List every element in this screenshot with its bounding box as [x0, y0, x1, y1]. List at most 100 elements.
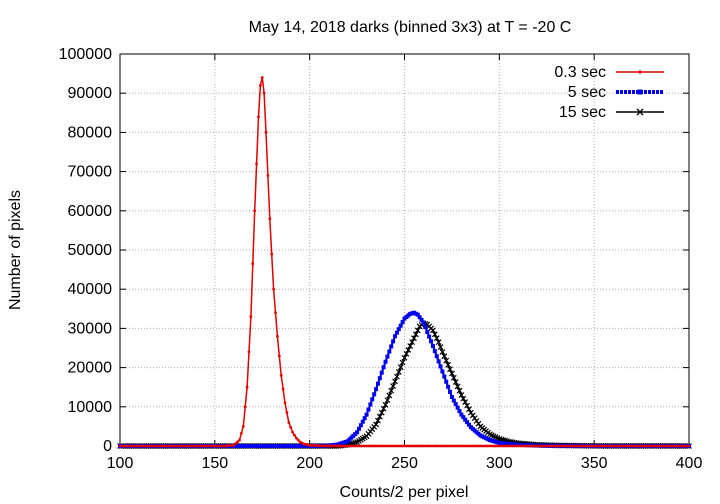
data-point [362, 416, 367, 421]
data-point [409, 339, 416, 346]
data-point [442, 374, 447, 379]
data-point [433, 335, 440, 342]
data-point [376, 413, 383, 420]
data-point [453, 402, 458, 407]
data-point [427, 334, 432, 339]
data-point [385, 354, 390, 359]
data-point [435, 339, 442, 346]
data-point [395, 368, 402, 375]
data-point [389, 344, 394, 349]
data-point [294, 436, 298, 440]
data-point [397, 364, 404, 371]
data-point [296, 438, 300, 442]
y-tick-label: 30000 [68, 320, 113, 337]
data-point [238, 438, 241, 442]
legend-marker [636, 108, 644, 116]
data-point [411, 335, 417, 342]
data-point [378, 409, 385, 416]
data-point [687, 444, 691, 448]
data-point [460, 395, 467, 402]
data-point [239, 431, 243, 435]
data-point [262, 91, 266, 95]
data-point [255, 162, 258, 166]
data-point [384, 397, 391, 404]
data-point [281, 387, 285, 391]
data-point [377, 376, 382, 381]
data-point [401, 354, 408, 361]
data-point [441, 353, 448, 360]
data-point [417, 315, 422, 320]
data-point [268, 217, 272, 221]
data-point [366, 407, 371, 412]
data-point [432, 349, 437, 354]
data-point [462, 399, 469, 406]
data-point [277, 354, 281, 358]
data-point [452, 379, 459, 386]
data-point [285, 411, 289, 415]
data-point [393, 334, 398, 339]
data-point [388, 387, 395, 394]
data-point [399, 359, 406, 366]
data-point [447, 366, 453, 373]
data-point [443, 357, 450, 364]
series-layer [117, 76, 692, 449]
data-point [372, 392, 377, 397]
x-tick-label: 100 [107, 455, 134, 472]
grid-lines [120, 54, 689, 446]
data-point [383, 359, 388, 364]
data-point [360, 419, 365, 424]
data-point [374, 387, 379, 392]
data-point [463, 417, 468, 422]
data-point [370, 397, 375, 402]
x-tick-label: 200 [296, 455, 323, 472]
axis-ticks: 100 150 200 250 300 350 400 0 10000 20000 30000 400… [59, 46, 703, 472]
data-point [274, 311, 277, 315]
data-point [466, 422, 471, 427]
data-point [448, 370, 455, 377]
data-point [449, 395, 454, 399]
data-point [358, 423, 363, 428]
data-point [434, 354, 439, 359]
y-tick-label: 10000 [68, 399, 113, 416]
data-point [276, 334, 279, 338]
data-point [245, 385, 249, 389]
data-point [373, 421, 379, 428]
data-point [430, 327, 436, 334]
series-1 [118, 310, 691, 448]
data-point [405, 347, 412, 353]
data-point [375, 417, 381, 424]
data-point [464, 402, 471, 409]
data-point [466, 406, 472, 413]
data-point [264, 131, 268, 134]
data-point [270, 252, 274, 256]
data-point [421, 320, 426, 325]
data-point [423, 325, 428, 330]
data-point [380, 405, 387, 412]
data-point [419, 317, 424, 322]
x-tick-label: 300 [486, 455, 513, 472]
legend-marker [638, 70, 642, 74]
data-point [412, 331, 419, 338]
data-point [364, 412, 369, 417]
data-point [387, 349, 392, 354]
data-point [287, 421, 291, 424]
y-tick-label: 40000 [68, 281, 113, 298]
y-tick-label: 0 [103, 438, 112, 455]
x-axis-title: Counts/2 per pixel [340, 484, 469, 501]
data-point [379, 370, 384, 375]
data-point [400, 320, 405, 325]
data-point [440, 369, 445, 374]
legend-label: 5 sec [568, 84, 606, 101]
data-point [279, 374, 283, 377]
data-point [382, 401, 389, 408]
data-point [396, 327, 401, 332]
data-point [450, 374, 457, 381]
x-tick-label: 250 [391, 455, 418, 472]
data-point [407, 343, 414, 349]
data-point [394, 330, 399, 335]
data-point [243, 405, 247, 409]
x-tick-label: 350 [581, 455, 608, 472]
y-tick-label: 100000 [59, 46, 112, 63]
data-point [430, 344, 435, 349]
